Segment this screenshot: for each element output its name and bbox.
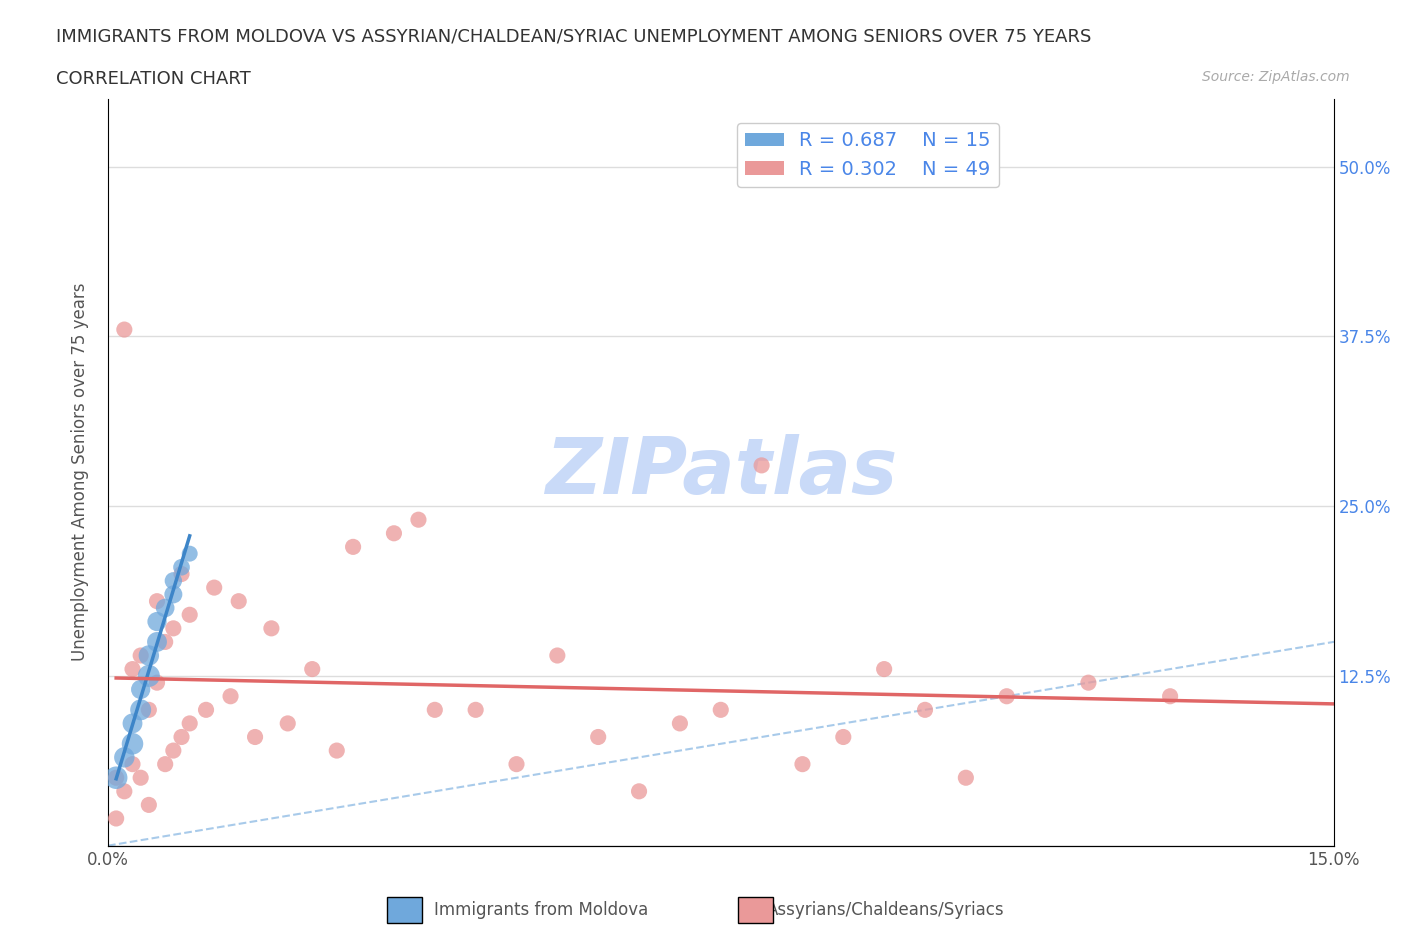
Point	[873, 661, 896, 676]
Point	[277, 716, 299, 731]
Point	[121, 661, 143, 676]
Point	[408, 512, 430, 527]
Point	[423, 702, 446, 717]
Text: Immigrants from Moldova: Immigrants from Moldova	[434, 900, 648, 919]
Point	[995, 689, 1018, 704]
Point	[105, 811, 128, 826]
Point	[105, 770, 128, 785]
Point	[628, 784, 651, 799]
Point	[1159, 689, 1181, 704]
Point	[505, 757, 527, 772]
Point	[301, 661, 323, 676]
Point	[260, 621, 283, 636]
Point	[112, 784, 135, 799]
Point	[146, 593, 169, 608]
Point	[105, 770, 128, 785]
Point	[162, 621, 184, 636]
Point	[546, 648, 568, 663]
Point	[146, 614, 169, 629]
Point	[138, 702, 160, 717]
Point	[121, 737, 143, 751]
Point	[243, 729, 266, 744]
Point	[162, 587, 184, 602]
Point	[326, 743, 349, 758]
Point	[586, 729, 609, 744]
Text: ZIPatlas: ZIPatlas	[544, 434, 897, 511]
Point	[228, 593, 250, 608]
Point	[170, 729, 193, 744]
Y-axis label: Unemployment Among Seniors over 75 years: Unemployment Among Seniors over 75 years	[72, 283, 89, 661]
Point	[153, 634, 176, 649]
Point	[179, 546, 201, 561]
Point	[153, 757, 176, 772]
Point	[914, 702, 936, 717]
Point	[121, 757, 143, 772]
Point	[202, 580, 225, 595]
Point	[464, 702, 486, 717]
Point	[170, 560, 193, 575]
Text: Source: ZipAtlas.com: Source: ZipAtlas.com	[1202, 70, 1350, 84]
Point	[129, 702, 152, 717]
Point	[162, 574, 184, 589]
Point	[832, 729, 855, 744]
Point	[751, 458, 773, 472]
Point	[342, 539, 364, 554]
Point	[138, 669, 160, 684]
Point	[710, 702, 733, 717]
Point	[138, 797, 160, 812]
Text: Assyrians/Chaldeans/Syriacs: Assyrians/Chaldeans/Syriacs	[766, 900, 1005, 919]
Point	[179, 607, 201, 622]
Point	[162, 743, 184, 758]
Text: CORRELATION CHART: CORRELATION CHART	[56, 70, 252, 87]
Point	[955, 770, 977, 785]
Point	[179, 716, 201, 731]
Text: IMMIGRANTS FROM MOLDOVA VS ASSYRIAN/CHALDEAN/SYRIAC UNEMPLOYMENT AMONG SENIORS O: IMMIGRANTS FROM MOLDOVA VS ASSYRIAN/CHAL…	[56, 28, 1091, 46]
Point	[382, 525, 405, 540]
Point	[146, 675, 169, 690]
Point	[195, 702, 218, 717]
Point	[1077, 675, 1099, 690]
Point	[170, 566, 193, 581]
Legend: R = 0.687    N = 15, R = 0.302    N = 49: R = 0.687 N = 15, R = 0.302 N = 49	[737, 124, 998, 187]
Point	[792, 757, 814, 772]
Point	[121, 716, 143, 731]
Point	[129, 682, 152, 697]
Point	[219, 689, 242, 704]
Point	[129, 770, 152, 785]
Point	[129, 648, 152, 663]
Point	[112, 322, 135, 337]
Point	[146, 634, 169, 649]
Point	[138, 648, 160, 663]
Point	[669, 716, 692, 731]
Point	[112, 750, 135, 764]
Point	[153, 601, 176, 616]
